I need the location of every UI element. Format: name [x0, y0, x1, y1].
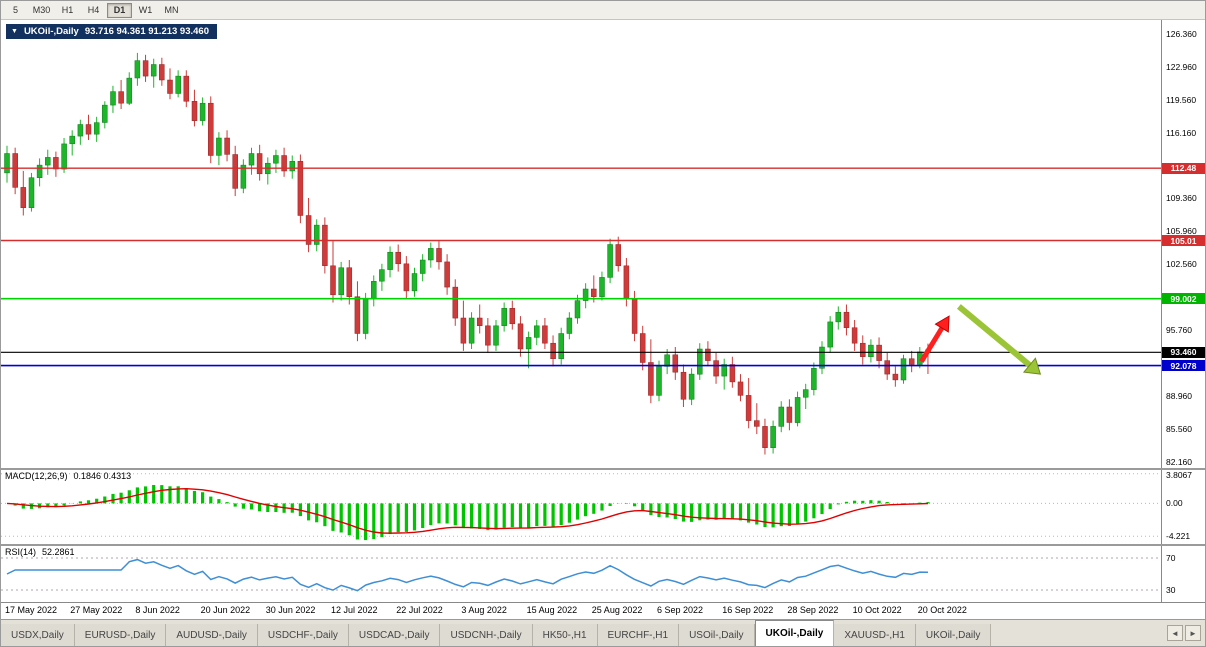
chart-tab-eurchf-h1[interactable]: EURCHF-,H1 [597, 624, 680, 646]
price-tick-label: 126.360 [1166, 28, 1197, 39]
chart-tab-xauusd-h1[interactable]: XAUUSD-,H1 [834, 624, 916, 646]
chart-window-tabbar: USDX,Daily EURUSD-,Daily AUDUSD-,Daily USDC… [1, 619, 1205, 646]
tab-scroll-right-icon[interactable]: ► [1185, 625, 1201, 641]
timeframe-button-m30[interactable]: M30 [32, 5, 51, 15]
rsi-axis: 70 30 [1161, 546, 1205, 602]
macd-tick-label: 0.00 [1166, 498, 1183, 509]
price-tick-label: 102.560 [1166, 259, 1197, 270]
rsi-level-label: 70 [1166, 553, 1176, 563]
panel-splitter[interactable] [1, 544, 1205, 546]
macd-panel: 3.8067 0.00 -4.221 MACD(12,26,9) 0.1846 0.… [1, 470, 1205, 544]
symbol-name: UKOil-,Daily [23, 26, 79, 37]
date-label: 22 Jul 2022 [396, 605, 443, 615]
chart-tab-hk50-h1[interactable]: HK50-,H1 [532, 624, 598, 646]
price-axis: 126.360122.960119.560116.160112.760109.3… [1161, 20, 1205, 468]
panel-splitter[interactable] [1, 468, 1205, 470]
timeframe-toolbar: 5 M30 H1 H4 D1 W1 MN [1, 1, 1205, 20]
tab-scroll-left-icon[interactable]: ◄ [1167, 625, 1183, 641]
date-axis: 17 May 2022 27 May 2022 8 Jun 2022 20 Jun 2… [1, 602, 1205, 619]
date-label: 8 Jun 2022 [135, 605, 180, 615]
date-label: 6 Sep 2022 [657, 605, 704, 615]
price-tick-label: 88.960 [1166, 390, 1192, 401]
ohlc-values: 93.716 94.361 91.213 93.460 [84, 26, 209, 37]
price-line-badge: 92.078 [1162, 360, 1205, 372]
chart-tab-usdcnh-daily[interactable]: USDCNH-,Daily [440, 624, 533, 646]
macd-label: MACD(12,26,9) 0.1846 0.4313 [5, 471, 132, 481]
chart-tab-usdchf-daily[interactable]: USDCHF-,Daily [257, 624, 349, 646]
timeframe-button-5[interactable]: 5 [12, 5, 18, 15]
chart-tab-usdx-daily[interactable]: USDX,Daily [1, 624, 75, 646]
price-tick-label: 122.960 [1166, 61, 1197, 72]
date-label: 20 Oct 2022 [917, 605, 967, 615]
chart-tab-ukoil-daily[interactable]: UKOil-,Daily [754, 620, 835, 646]
candlestick-chart[interactable] [1, 20, 1163, 468]
macd-tick-label: -4.221 [1166, 531, 1191, 542]
price-tick-label: 105.960 [1166, 226, 1197, 237]
price-tick-label: 95.760 [1166, 325, 1192, 336]
macd-tick-label: 3.8067 [1166, 470, 1192, 480]
timeframe-button-h4[interactable]: H4 [87, 5, 100, 15]
date-label: 3 Aug 2022 [461, 605, 507, 615]
chevron-down-icon: ▼ [11, 28, 18, 35]
price-line-badge: 99.002 [1162, 293, 1205, 305]
date-label: 15 Aug 2022 [526, 605, 578, 615]
price-line-badge: 93.460 [1162, 346, 1205, 358]
date-label: 16 Sep 2022 [722, 605, 774, 615]
chart-tab-usdcad-daily[interactable]: USDCAD-,Daily [348, 624, 441, 646]
rsi-level-label: 30 [1166, 585, 1176, 595]
price-tick-label: 109.360 [1166, 193, 1197, 204]
price-line-badge: 105.01 [1162, 235, 1205, 247]
price-tick-label: 116.160 [1166, 127, 1197, 138]
chart-tab-eurusd-daily[interactable]: EURUSD-,Daily [74, 624, 167, 646]
price-line-badge: 112.48 [1162, 162, 1205, 174]
timeframe-button-h1[interactable]: H1 [61, 5, 74, 15]
timeframe-button-mn[interactable]: MN [164, 5, 179, 15]
chart-tab-audusd-daily[interactable]: AUDUSD-,Daily [166, 624, 258, 646]
tab-scroll-nav: ◄ ► [1163, 620, 1205, 646]
date-label: 27 May 2022 [70, 605, 123, 615]
rsi-panel: 70 30 RSI(14) 52.2861 [1, 546, 1205, 602]
date-label: 20 Jun 2022 [200, 605, 251, 615]
date-label: 12 Jul 2022 [331, 605, 378, 615]
chart-tab-ukoil-daily[interactable]: UKOil-,Daily [915, 624, 992, 646]
price-tick-label: 119.560 [1166, 94, 1197, 105]
price-tick-label: 85.560 [1166, 423, 1192, 434]
date-label: 30 Jun 2022 [265, 605, 316, 615]
date-label: 10 Oct 2022 [852, 605, 902, 615]
main-chart-panel: 126.360122.960119.560116.160112.760109.3… [1, 20, 1205, 468]
timeframe-button-w1[interactable]: W1 [138, 5, 153, 15]
macd-indicator-chart[interactable] [1, 470, 1163, 544]
price-tick-label: 82.160 [1166, 456, 1192, 467]
rsi-indicator-chart[interactable] [1, 546, 1163, 602]
macd-axis: 3.8067 0.00 -4.221 [1161, 470, 1205, 544]
chart-tab-usoil-daily[interactable]: USOil-,Daily [679, 624, 755, 646]
timeframe-button-d1[interactable]: D1 [107, 2, 132, 18]
date-label: 28 Sep 2022 [787, 605, 839, 615]
symbol-ohlc-label[interactable]: ▼ UKOil-,Daily 93.716 94.361 91.213 93.4… [6, 24, 217, 39]
date-label: 25 Aug 2022 [591, 605, 643, 615]
date-label: 17 May 2022 [5, 605, 58, 615]
rsi-label: RSI(14) 52.2861 [5, 547, 75, 557]
